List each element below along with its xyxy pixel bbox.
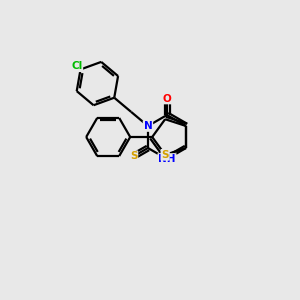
Text: Cl: Cl: [71, 61, 82, 71]
Text: N: N: [144, 121, 152, 131]
Text: S: S: [161, 150, 169, 160]
Text: O: O: [163, 94, 171, 103]
Text: NH: NH: [158, 154, 176, 164]
Text: S: S: [130, 151, 137, 161]
